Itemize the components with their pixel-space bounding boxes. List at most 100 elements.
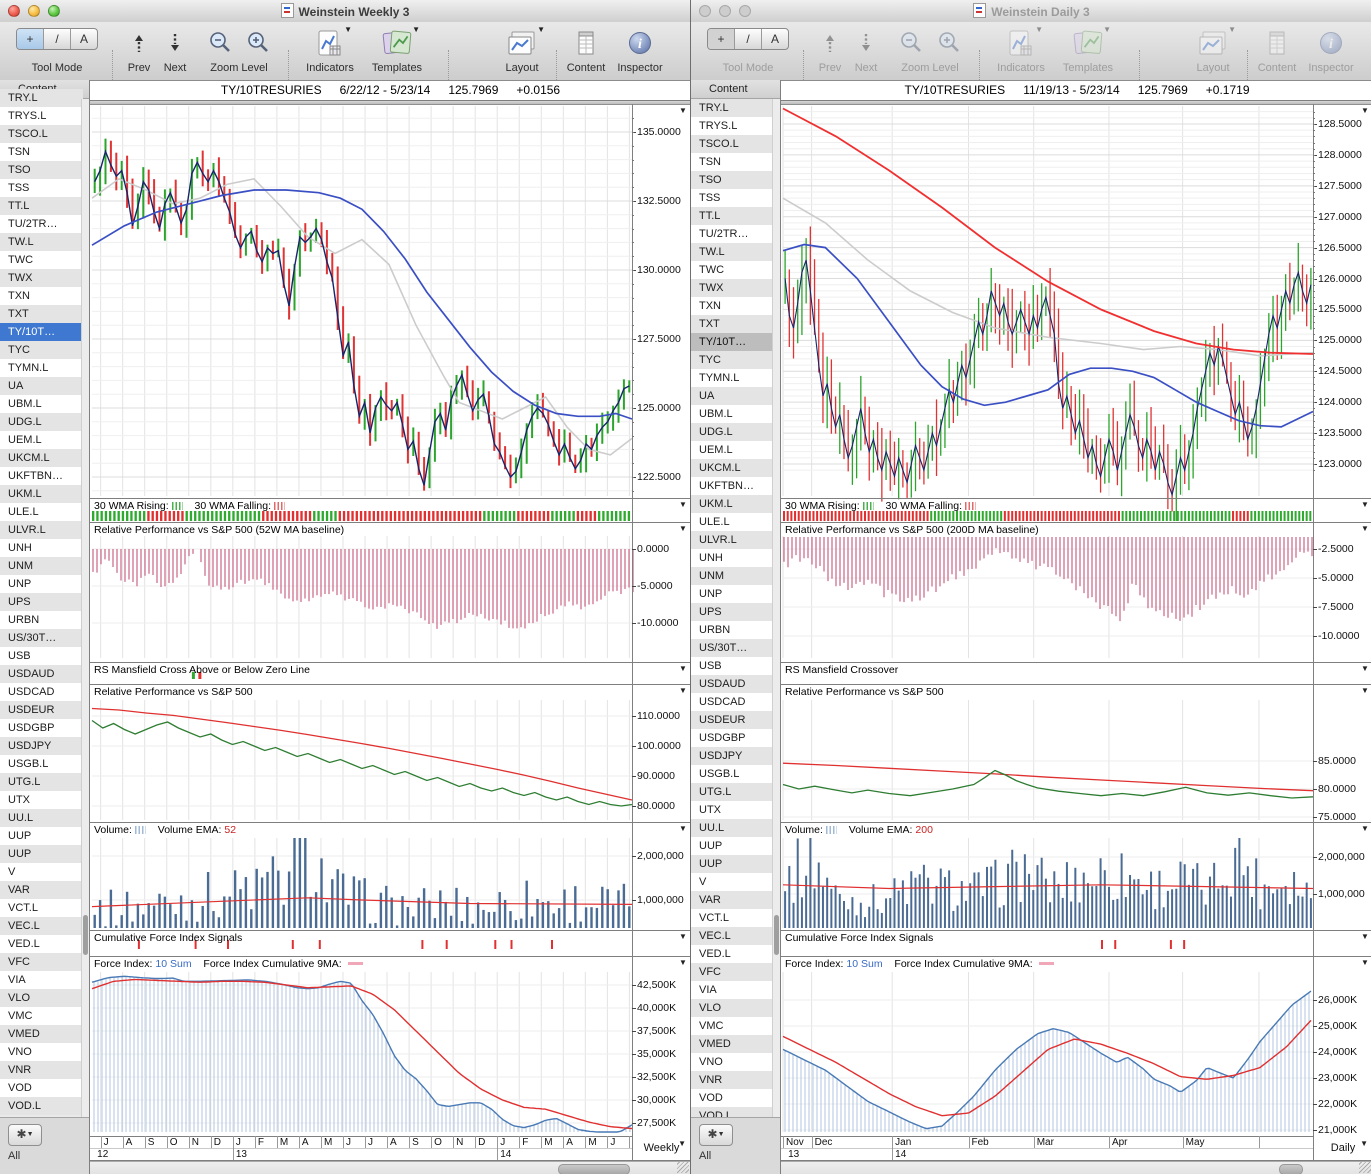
decor [1313, 285, 1315, 286]
decor [632, 201, 634, 202]
month-axis-label: O [434, 1137, 442, 1148]
force-axis-tick: 30,000K [637, 1094, 676, 1106]
rp-axis-tick: -5.0000 [637, 580, 673, 592]
rp2-axis-tick: 110.0000 [637, 710, 680, 722]
decor [632, 256, 634, 257]
decor [632, 1100, 636, 1101]
volume-axis-tick: 2,000,000 [637, 850, 684, 862]
volume-panel-label-part [840, 824, 846, 836]
decor [123, 1136, 124, 1148]
period-dropdown[interactable]: Daily▼ [1314, 1136, 1371, 1159]
price-axis-tick: 124.5000 [1318, 365, 1362, 377]
month-axis-label: M [544, 1137, 552, 1148]
decor [409, 1136, 410, 1148]
panel-splitter[interactable] [90, 100, 690, 105]
resize-grip[interactable] [1359, 1161, 1371, 1173]
force-axis-tick: 32,500K [637, 1071, 676, 1083]
decor [1313, 297, 1315, 298]
decor [277, 1136, 278, 1148]
horizontal-scrollbar[interactable] [781, 1161, 1371, 1174]
mansfield-panel-label-part: RS Mansfield Crossover [785, 664, 898, 676]
decor [1313, 254, 1315, 255]
resize-grip[interactable] [677, 1161, 689, 1173]
panel-menu-caret-icon[interactable]: ▼ [679, 824, 687, 833]
month-axis-label: J [346, 1137, 351, 1148]
decor [1313, 1104, 1317, 1105]
decor [1313, 390, 1315, 391]
signals-panel-label: Cumulative Force Index Signals [785, 931, 933, 944]
price-axis-tick: 123.0000 [1318, 458, 1362, 470]
panel-menu-caret-icon[interactable]: ▼ [1361, 524, 1369, 533]
decor [343, 1136, 344, 1148]
panel-menu-caret-icon[interactable]: ▼ [679, 524, 687, 533]
decor [969, 1136, 970, 1148]
force-panel-label-part: Force Index Cumulative 9MA: [203, 958, 341, 970]
decor [453, 1136, 454, 1148]
decor [189, 1136, 190, 1148]
decor [1313, 279, 1315, 280]
panel-menu-caret-icon[interactable]: ▼ [1361, 932, 1369, 941]
rp-baseline-panel-label-part: Relative Performance vs S&P 500 (200D MA… [785, 524, 1039, 536]
force-axis-tick: 37,500K [637, 1025, 676, 1037]
month-axis-label: M [280, 1137, 288, 1148]
month-axis-label: A [126, 1137, 133, 1148]
decor [607, 1136, 608, 1148]
decor [1313, 340, 1315, 341]
panel-menu-caret-icon[interactable]: ▼ [1361, 686, 1369, 695]
decor [1313, 402, 1315, 403]
decor [1313, 761, 1317, 762]
force-axis-tick: 21,000K [1318, 1124, 1357, 1136]
force-axis-tick: 42,500K [637, 979, 676, 991]
relative-performance-panel-label-part: Relative Performance vs S&P 500 [94, 686, 253, 698]
decor [497, 1136, 498, 1148]
year-axis-label: 14 [500, 1149, 511, 1160]
panel-menu-caret-icon[interactable]: ▼ [679, 106, 687, 115]
panel-menu-caret-icon[interactable]: ▼ [679, 686, 687, 695]
decor [632, 215, 634, 216]
decor [632, 394, 634, 395]
decor [1313, 198, 1315, 199]
decor [632, 298, 634, 299]
horizontal-scrollbar[interactable] [90, 1161, 690, 1174]
decor [90, 80, 690, 81]
chart-canvas[interactable] [691, 0, 1371, 1174]
panel-menu-caret-icon[interactable]: ▼ [679, 958, 687, 967]
chart-canvas[interactable] [0, 0, 690, 1174]
decor [1313, 180, 1315, 181]
panel-splitter[interactable] [781, 100, 1371, 105]
panel-menu-caret-icon[interactable]: ▼ [1361, 106, 1369, 115]
decor [1313, 223, 1315, 224]
decor [632, 284, 634, 285]
decor [632, 146, 634, 147]
chevron-down-icon: ▼ [678, 1139, 686, 1148]
force-axis-tick: 35,000K [637, 1048, 676, 1060]
scrollbar-thumb[interactable] [1279, 1164, 1303, 1174]
volume-ema-value: 200 [915, 824, 933, 836]
panel-menu-caret-icon[interactable]: ▼ [1361, 958, 1369, 967]
decor [781, 1136, 1371, 1137]
decor [365, 1136, 366, 1148]
panel-menu-caret-icon[interactable]: ▼ [1361, 664, 1369, 673]
period-dropdown[interactable]: Weekly▼ [633, 1136, 690, 1159]
panel-menu-caret-icon[interactable]: ▼ [1361, 500, 1369, 509]
rp-axis-tick: -7.5000 [1318, 601, 1354, 613]
panel-menu-caret-icon[interactable]: ▼ [679, 500, 687, 509]
decor [1313, 322, 1315, 323]
decor [1313, 291, 1315, 292]
decor [1313, 143, 1315, 144]
month-axis-label: S [412, 1137, 419, 1148]
panel-menu-caret-icon[interactable]: ▼ [1361, 824, 1369, 833]
decor [632, 1077, 636, 1078]
month-axis-label: D [214, 1137, 221, 1148]
panel-menu-caret-icon[interactable]: ▼ [679, 932, 687, 941]
scrollbar-thumb[interactable] [558, 1164, 630, 1174]
decor [1313, 365, 1315, 366]
decor [1313, 334, 1315, 335]
decor [632, 339, 634, 340]
panel-menu-caret-icon[interactable]: ▼ [679, 664, 687, 673]
decor [1313, 408, 1315, 409]
decor [1034, 1136, 1035, 1148]
month-axis-label: J [368, 1137, 373, 1148]
wma-panel-label: 30 WMA Rising: 30 WMA Falling: [94, 499, 285, 512]
price-axis-tick: 126.0000 [1318, 273, 1362, 285]
